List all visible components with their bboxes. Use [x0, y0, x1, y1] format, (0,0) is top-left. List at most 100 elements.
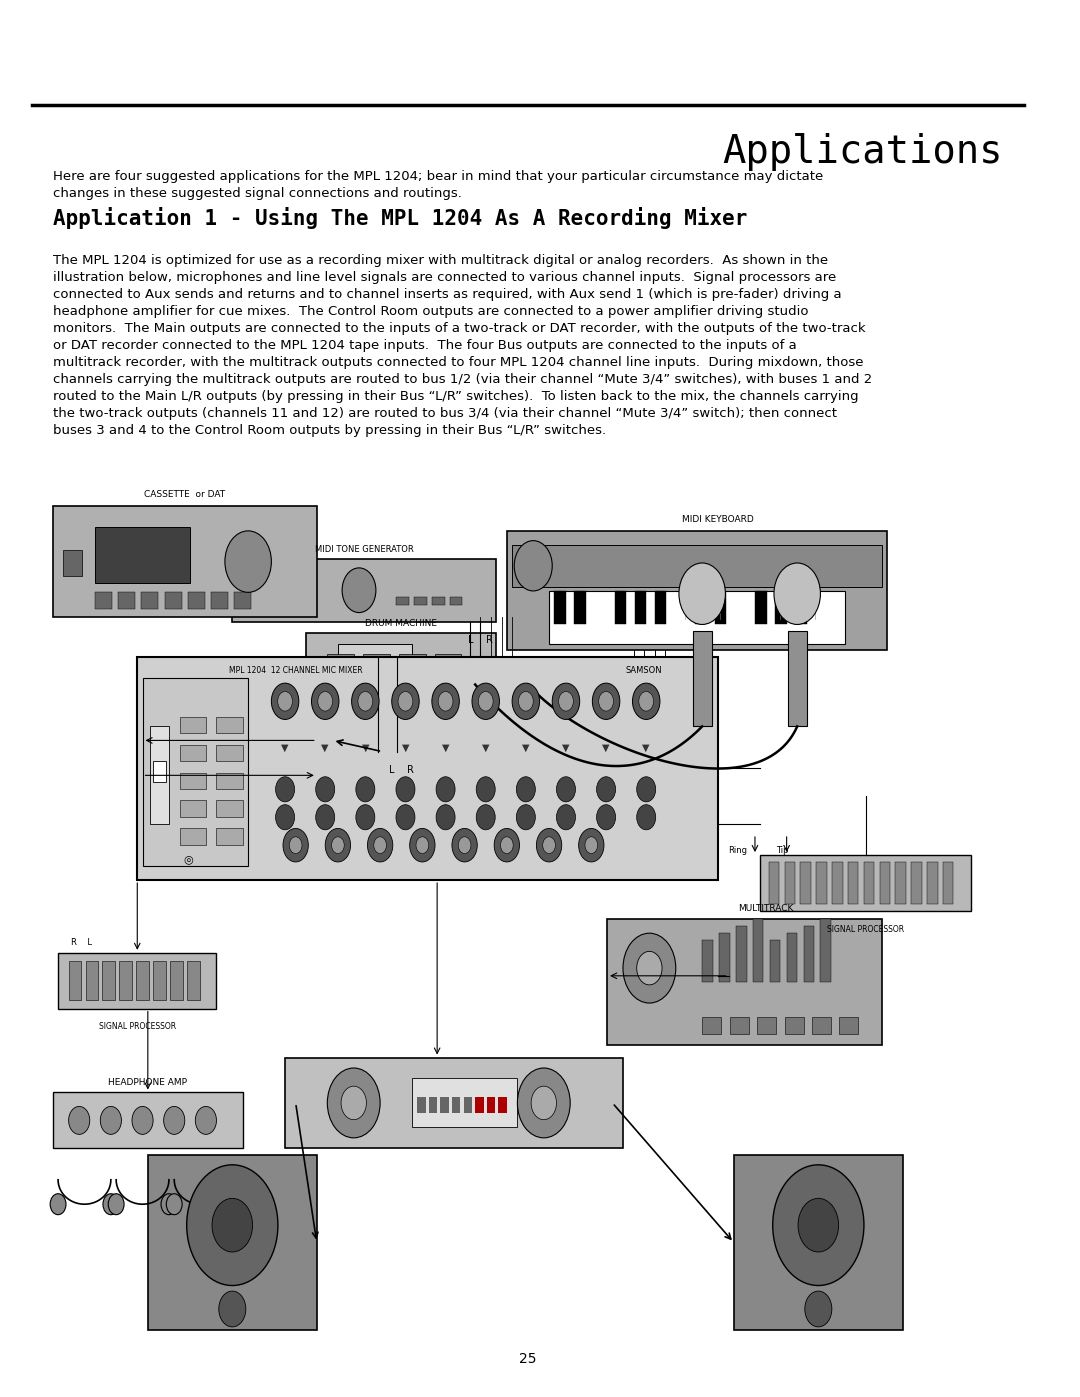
Bar — [232, 559, 497, 622]
Bar — [432, 597, 445, 605]
Circle shape — [798, 1199, 838, 1252]
Circle shape — [623, 933, 676, 1003]
Bar — [187, 961, 200, 1000]
Bar — [757, 1017, 777, 1034]
Bar — [733, 1155, 903, 1330]
Circle shape — [271, 683, 299, 719]
Bar — [179, 745, 206, 761]
Bar — [787, 631, 807, 726]
Circle shape — [637, 777, 656, 802]
Bar — [912, 862, 922, 904]
Circle shape — [518, 692, 534, 711]
Circle shape — [374, 837, 387, 854]
Circle shape — [132, 1106, 153, 1134]
Bar — [692, 631, 712, 726]
Bar — [216, 828, 243, 845]
Circle shape — [514, 541, 552, 591]
Bar — [119, 961, 132, 1000]
Bar — [95, 527, 190, 583]
Bar — [307, 633, 497, 752]
Circle shape — [556, 805, 576, 830]
Bar — [216, 717, 243, 733]
Text: SIGNAL PROCESSOR: SIGNAL PROCESSOR — [98, 1023, 176, 1031]
Circle shape — [108, 1193, 124, 1215]
Bar — [69, 961, 81, 1000]
Bar — [119, 592, 135, 609]
Circle shape — [679, 563, 726, 624]
Circle shape — [311, 683, 339, 719]
Circle shape — [596, 777, 616, 802]
Bar — [554, 591, 566, 624]
Bar — [338, 644, 411, 675]
Text: Ring: Ring — [729, 847, 747, 855]
Bar — [179, 717, 206, 733]
Circle shape — [436, 805, 455, 830]
Bar — [879, 862, 890, 904]
Text: L    R: L R — [389, 764, 414, 775]
Circle shape — [399, 692, 413, 711]
Bar — [53, 1092, 243, 1148]
Circle shape — [275, 805, 295, 830]
Text: ◎: ◎ — [184, 854, 193, 865]
Circle shape — [633, 683, 660, 719]
Circle shape — [476, 777, 496, 802]
Circle shape — [318, 692, 333, 711]
Circle shape — [219, 1291, 246, 1327]
Bar — [821, 919, 831, 982]
Bar — [411, 1078, 517, 1127]
Bar — [715, 591, 727, 624]
Circle shape — [531, 1087, 556, 1120]
Circle shape — [325, 828, 351, 862]
Text: ▼: ▼ — [522, 742, 529, 753]
Bar — [507, 531, 887, 650]
Circle shape — [100, 1106, 121, 1134]
Text: The MPL 1204 is optimized for use as a recording mixer with multitrack digital o: The MPL 1204 is optimized for use as a r… — [53, 254, 872, 437]
Circle shape — [500, 837, 513, 854]
Circle shape — [774, 563, 821, 624]
Bar — [327, 654, 354, 676]
Bar — [153, 961, 165, 1000]
Text: DRUM MACHINE: DRUM MACHINE — [365, 619, 437, 627]
Circle shape — [432, 683, 459, 719]
Bar — [143, 678, 248, 866]
Bar — [702, 940, 713, 982]
Bar — [103, 961, 116, 1000]
Bar — [760, 855, 971, 911]
Circle shape — [187, 1165, 278, 1285]
Bar — [775, 591, 786, 624]
Text: MPL 1204  12 CHANNEL MIC MIXER: MPL 1204 12 CHANNEL MIC MIXER — [229, 666, 363, 675]
Circle shape — [69, 1106, 90, 1134]
Circle shape — [495, 828, 519, 862]
Bar — [363, 685, 390, 707]
Circle shape — [396, 777, 415, 802]
Circle shape — [275, 777, 295, 802]
Circle shape — [512, 683, 540, 719]
Bar — [216, 745, 243, 761]
Bar — [654, 591, 666, 624]
Bar — [95, 592, 112, 609]
Bar — [64, 550, 82, 576]
Text: ▼: ▼ — [362, 742, 369, 753]
Bar — [141, 592, 159, 609]
Text: Tip: Tip — [777, 847, 788, 855]
Circle shape — [166, 1193, 183, 1215]
Circle shape — [103, 1193, 119, 1215]
Circle shape — [438, 692, 453, 711]
Bar — [804, 926, 814, 982]
Bar — [755, 591, 767, 624]
Bar — [694, 591, 706, 624]
Bar — [475, 1097, 484, 1113]
Circle shape — [195, 1106, 216, 1134]
Bar — [770, 940, 781, 982]
Text: ▼: ▼ — [442, 742, 449, 753]
Text: Applications: Applications — [723, 133, 1003, 170]
Text: R    L: R L — [71, 939, 92, 947]
Circle shape — [332, 837, 345, 854]
Text: MULTITRACK: MULTITRACK — [738, 904, 793, 912]
Bar — [148, 1155, 316, 1330]
Circle shape — [355, 777, 375, 802]
Bar — [719, 933, 730, 982]
Text: HEADPHONE AMP: HEADPHONE AMP — [108, 1078, 187, 1087]
Bar — [327, 715, 354, 738]
Circle shape — [161, 1193, 177, 1215]
